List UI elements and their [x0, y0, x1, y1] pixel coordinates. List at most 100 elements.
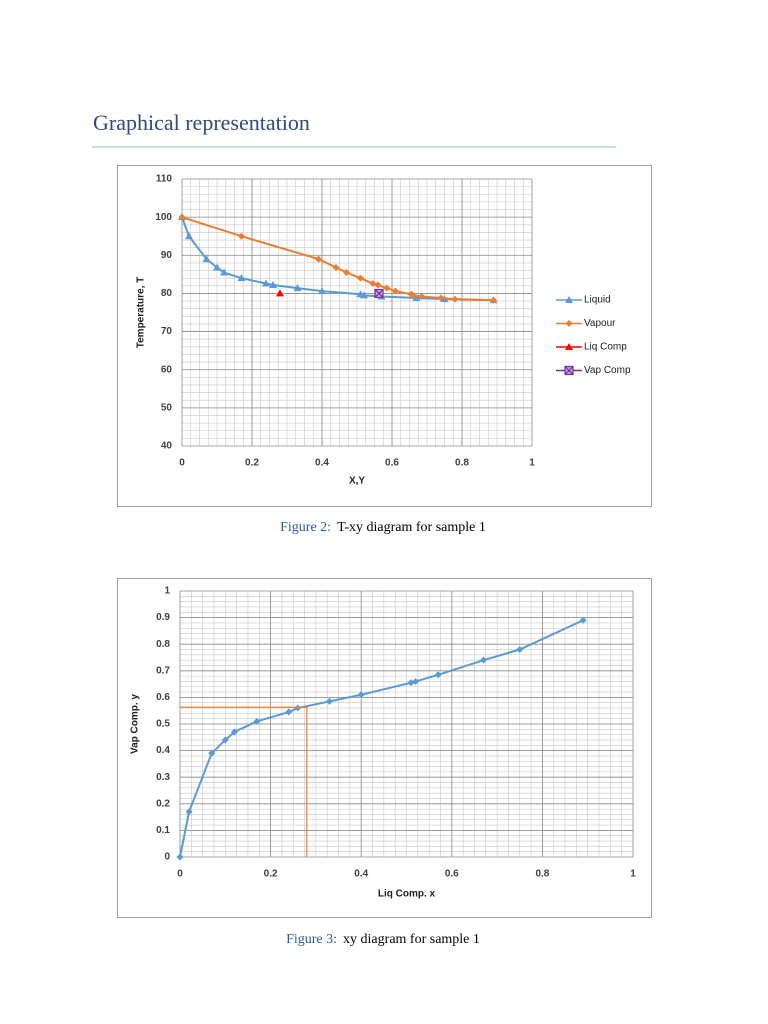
x-tick-label: 0.6 — [385, 458, 399, 469]
caption-text: xy diagram for sample 1 — [343, 932, 480, 947]
marker — [383, 284, 391, 292]
x-tick-label: 0 — [179, 458, 185, 469]
series-line — [181, 216, 494, 302]
marker — [434, 671, 442, 679]
y-axis-label: Vap Comp. y — [130, 694, 141, 754]
x-tick-label: 0.4 — [354, 869, 368, 880]
marker — [176, 853, 184, 861]
legend-marker — [564, 365, 574, 376]
x-tick-label: 1 — [630, 869, 636, 880]
y-tick-label: 0 — [164, 852, 170, 863]
y-tick-label: 100 — [155, 212, 172, 223]
y-tick-label: 1 — [164, 586, 170, 597]
legend-label: Liquid — [584, 295, 611, 306]
caption-label: Figure 3: — [286, 932, 337, 947]
legend-label: Vapour — [584, 318, 616, 329]
marker — [230, 728, 238, 736]
marker — [285, 708, 293, 716]
marker — [412, 294, 421, 302]
y-tick-label: 0.7 — [156, 665, 170, 676]
legend-marker — [565, 296, 573, 303]
y-tick-label: 0.1 — [156, 825, 170, 836]
marker — [185, 808, 193, 816]
marker — [516, 646, 524, 654]
y-tick-label: 0.4 — [156, 745, 170, 756]
marker — [208, 749, 216, 757]
marker — [360, 291, 368, 299]
y-tick-label: 60 — [161, 364, 173, 375]
marker — [294, 704, 302, 712]
marker — [374, 288, 384, 299]
y-tick-label: 0.6 — [156, 692, 170, 703]
y-tick-label: 110 — [156, 174, 173, 185]
y-tick-label: 40 — [161, 441, 173, 452]
series-line — [180, 706, 308, 857]
marker — [276, 289, 284, 297]
marker — [293, 284, 302, 292]
marker — [315, 255, 322, 263]
legend-marker — [565, 343, 573, 350]
chart-frame — [117, 165, 652, 507]
marker — [451, 295, 459, 303]
x-tick-label: 0.4 — [315, 458, 329, 469]
marker — [178, 213, 186, 221]
caption-label: Figure 2: — [280, 520, 331, 535]
legend-label: Vap Comp — [584, 365, 631, 376]
y-tick-label: 90 — [161, 250, 173, 261]
marker — [579, 616, 587, 624]
marker — [213, 263, 221, 271]
marker — [392, 287, 399, 295]
marker — [357, 691, 365, 699]
y-tick-label: 0.5 — [156, 719, 170, 730]
marker — [318, 287, 326, 295]
x-tick-label: 0 — [177, 869, 183, 880]
y-tick-label: 0.2 — [156, 798, 170, 809]
marker — [409, 291, 417, 299]
marker — [490, 296, 497, 304]
x-tick-label: 0.6 — [445, 869, 459, 880]
marker — [253, 717, 261, 725]
marker — [480, 656, 488, 664]
marker — [269, 281, 277, 289]
marker — [374, 281, 382, 289]
y-axis-label: Temperature, T — [136, 277, 147, 349]
marker — [221, 736, 229, 744]
marker — [332, 263, 340, 271]
legend-marker — [565, 320, 573, 327]
marker — [369, 280, 377, 288]
marker — [262, 279, 270, 287]
marker — [437, 294, 445, 302]
x-axis-label: Liq Comp. x — [378, 889, 436, 900]
caption-text: T-xy diagram for sample 1 — [337, 520, 486, 535]
marker — [220, 268, 228, 276]
y-tick-label: 70 — [161, 326, 173, 337]
marker — [238, 232, 245, 240]
marker — [325, 697, 333, 705]
caption: Figure 3: xy diagram for sample 1 — [286, 932, 480, 947]
legend-label: Liq Comp — [584, 342, 627, 353]
y-tick-label: 0.8 — [156, 639, 170, 650]
y-tick-label: 0.9 — [156, 612, 170, 623]
chart-frame — [117, 578, 652, 918]
marker — [237, 274, 246, 282]
x-tick-label: 0.8 — [455, 458, 469, 469]
series-line — [179, 619, 584, 858]
marker — [343, 268, 350, 276]
x-tick-label: 0.2 — [245, 458, 259, 469]
y-tick-label: 50 — [161, 402, 173, 413]
x-tick-label: 0.2 — [264, 869, 278, 880]
y-tick-label: 0.3 — [156, 772, 170, 783]
x-axis-label: X,Y — [349, 476, 365, 487]
marker — [418, 292, 426, 300]
x-tick-label: 1 — [529, 458, 535, 469]
caption: Figure 2: T-xy diagram for sample 1 — [280, 520, 486, 535]
marker — [185, 232, 193, 240]
x-tick-label: 0.8 — [535, 869, 549, 880]
section-title: Graphical representation — [93, 110, 310, 135]
marker — [202, 255, 211, 263]
marker — [412, 677, 420, 685]
y-tick-label: 80 — [161, 288, 173, 299]
marker — [357, 274, 364, 282]
series-line — [181, 216, 494, 302]
